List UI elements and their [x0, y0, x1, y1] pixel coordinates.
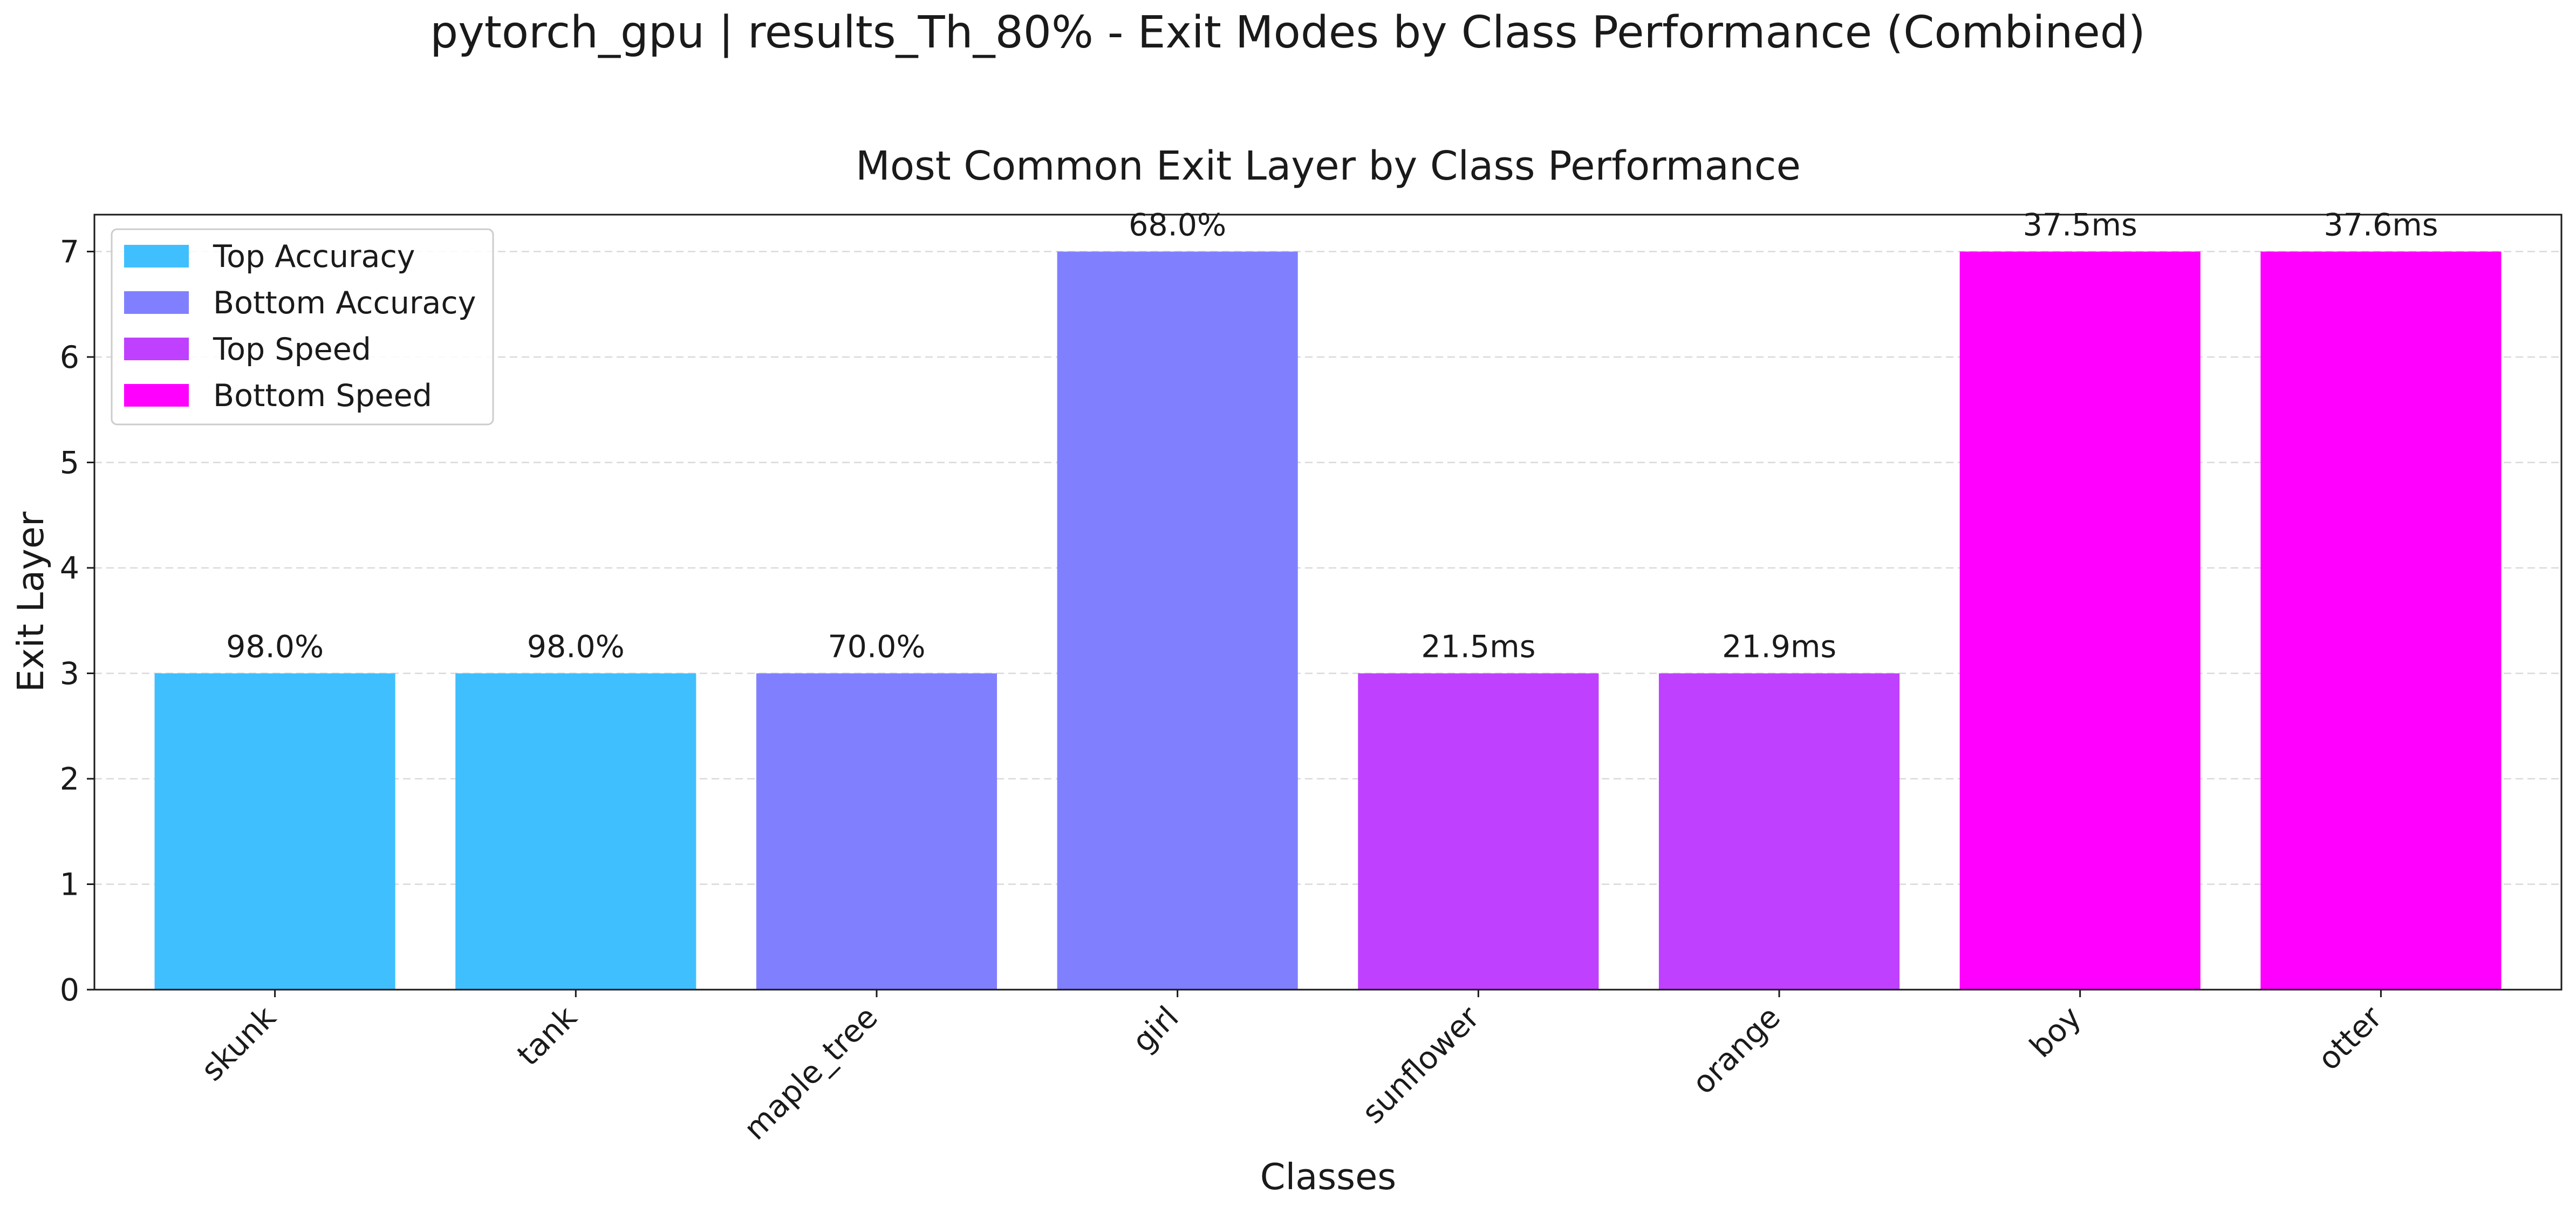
x-tick-label: tank [510, 999, 584, 1073]
y-tick-label: 1 [60, 867, 79, 902]
x-tick-label: boy [2023, 999, 2088, 1065]
bar-orange [1658, 673, 1900, 990]
y-tick-label: 7 [60, 234, 79, 270]
x-tick-label: maple_tree [737, 999, 884, 1147]
legend: Top Accuracy Bottom Accuracy Top Speed Bott… [111, 228, 494, 426]
bar-value-label: 21.9ms [1722, 629, 1836, 664]
bar-sunflower [1358, 673, 1599, 990]
y-tick-label: 3 [60, 656, 79, 691]
legend-swatch [124, 338, 189, 360]
y-axis-label: Exit Layer [10, 511, 52, 692]
legend-swatch [124, 291, 189, 314]
bar-value-label: 21.5ms [1421, 629, 1535, 664]
bar-value-label: 98.0% [226, 629, 324, 664]
bar-value-label: 37.5ms [2023, 207, 2137, 243]
x-axis-ticks: skunk tank maple_tree girl sunflower orange bo… [194, 990, 2389, 1147]
legend-label: Bottom Speed [213, 378, 432, 414]
y-tick-label: 4 [60, 551, 79, 586]
legend-label: Top Speed [213, 332, 371, 367]
y-axis-ticks: 0 1 2 3 4 5 6 7 [60, 234, 94, 1008]
legend-box [111, 228, 494, 426]
bar-tank [455, 673, 696, 990]
x-axis-label: Classes [1260, 1156, 1396, 1198]
bars [154, 251, 2502, 990]
bar-value-label: 68.0% [1129, 207, 1226, 243]
bar-boy [1959, 251, 2201, 990]
chart-title: Most Common Exit Layer by Class Performa… [856, 143, 1801, 189]
y-tick-label: 5 [60, 445, 79, 481]
plot-frame [93, 214, 2563, 991]
x-tick-label: girl [1125, 999, 1185, 1059]
bar-maple_tree [756, 673, 997, 990]
x-tick-label: sunflower [1355, 999, 1487, 1131]
legend-swatch [124, 384, 189, 407]
y-tick-label: 2 [60, 762, 79, 797]
bar-value-label: 37.6ms [2324, 207, 2438, 243]
y-tick-label: 6 [60, 340, 79, 375]
legend-label: Top Accuracy [213, 239, 415, 275]
bar-value-label: 98.0% [527, 629, 625, 664]
bar-skunk [154, 673, 395, 990]
x-tick-label: orange [1685, 999, 1787, 1101]
legend-swatch [124, 245, 189, 268]
bar-otter [2260, 251, 2502, 990]
bar-value-label: 70.0% [828, 629, 925, 664]
legend-label: Bottom Accuracy [213, 285, 476, 321]
x-tick-label: skunk [194, 999, 283, 1088]
y-tick-label: 0 [60, 972, 79, 1008]
figure-title: pytorch_gpu | results_Th_80% - Exit Mode… [430, 7, 2145, 58]
bar-labels: 98.0% 98.0% 70.0% 68.0% 21.5ms 21.9ms 37.5ms 37… [226, 207, 2438, 664]
bar-girl [1057, 251, 1298, 990]
x-tick-label: otter [2311, 999, 2389, 1078]
